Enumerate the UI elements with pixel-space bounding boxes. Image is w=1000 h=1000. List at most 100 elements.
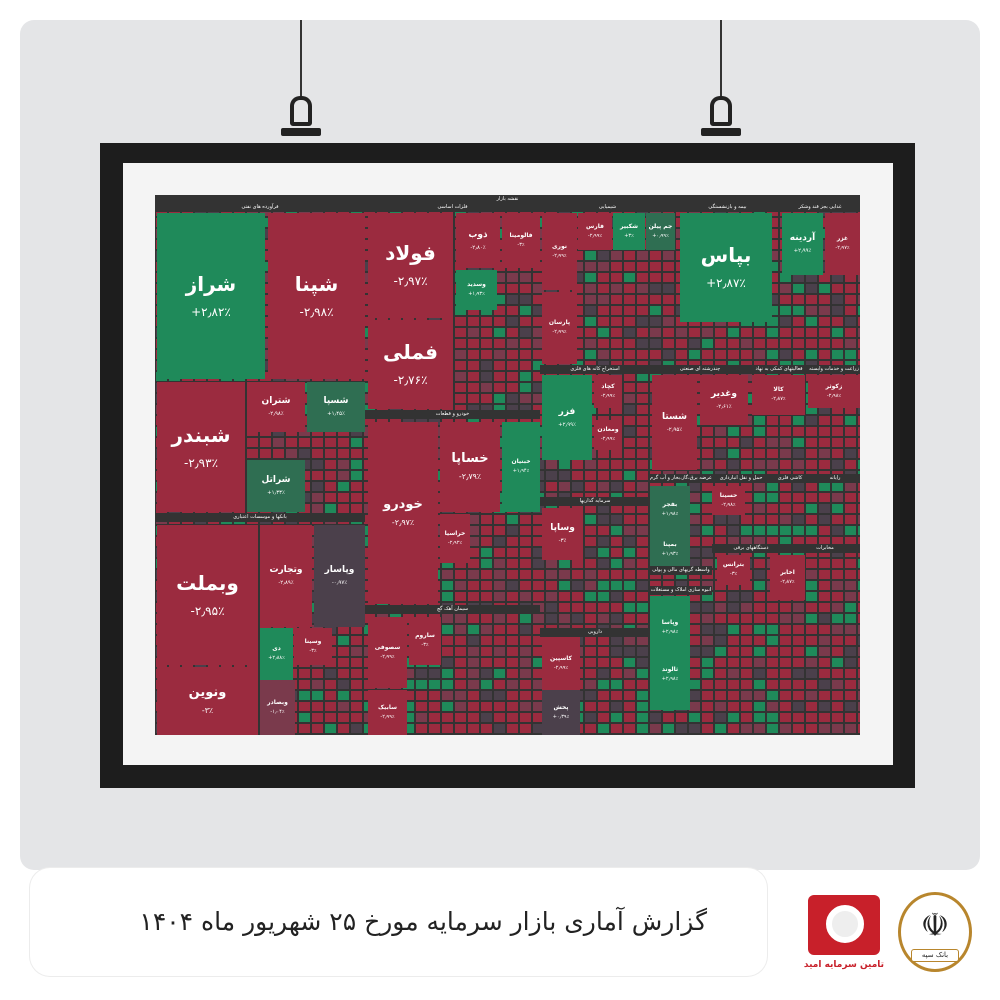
small-stock-tile[interactable]	[338, 636, 349, 645]
small-stock-tile[interactable]	[572, 240, 583, 249]
small-stock-tile[interactable]	[702, 449, 713, 458]
small-stock-tile[interactable]	[624, 669, 635, 678]
small-stock-tile[interactable]	[806, 295, 817, 304]
small-stock-tile[interactable]	[728, 713, 739, 722]
small-stock-tile[interactable]	[715, 460, 726, 469]
small-stock-tile[interactable]	[585, 273, 596, 282]
small-stock-tile[interactable]	[559, 570, 570, 579]
small-stock-tile[interactable]	[767, 427, 778, 436]
small-stock-tile[interactable]	[715, 438, 726, 447]
small-stock-tile[interactable]	[611, 680, 622, 689]
small-stock-tile[interactable]	[689, 537, 700, 546]
small-stock-tile[interactable]	[533, 339, 544, 348]
small-stock-tile[interactable]	[741, 339, 752, 348]
small-stock-tile[interactable]	[624, 482, 635, 491]
small-stock-tile[interactable]	[702, 691, 713, 700]
small-stock-tile[interactable]	[416, 691, 427, 700]
small-stock-tile[interactable]	[442, 614, 453, 623]
small-stock-tile[interactable]	[481, 317, 492, 326]
small-stock-tile[interactable]	[260, 350, 271, 359]
small-stock-tile[interactable]	[637, 317, 648, 326]
small-stock-tile[interactable]	[741, 460, 752, 469]
small-stock-tile[interactable]	[676, 713, 687, 722]
small-stock-tile[interactable]	[637, 713, 648, 722]
small-stock-tile[interactable]	[728, 339, 739, 348]
small-stock-tile[interactable]	[533, 416, 544, 425]
small-stock-tile[interactable]	[689, 339, 700, 348]
small-stock-tile[interactable]	[325, 438, 336, 447]
small-stock-tile[interactable]	[858, 559, 860, 568]
small-stock-tile[interactable]	[689, 493, 700, 502]
small-stock-tile[interactable]	[299, 449, 310, 458]
small-stock-tile[interactable]	[611, 526, 622, 535]
small-stock-tile[interactable]	[611, 592, 622, 601]
small-stock-tile[interactable]	[624, 460, 635, 469]
small-stock-tile[interactable]	[806, 537, 817, 546]
small-stock-tile[interactable]	[806, 273, 817, 282]
small-stock-tile[interactable]	[598, 251, 609, 260]
small-stock-tile[interactable]	[481, 581, 492, 590]
small-stock-tile[interactable]	[793, 669, 804, 678]
small-stock-tile[interactable]	[767, 713, 778, 722]
small-stock-tile[interactable]	[468, 515, 479, 524]
small-stock-tile[interactable]	[494, 702, 505, 711]
small-stock-tile[interactable]	[624, 581, 635, 590]
small-stock-tile[interactable]	[624, 680, 635, 689]
small-stock-tile[interactable]	[741, 438, 752, 447]
small-stock-tile[interactable]	[585, 262, 596, 271]
small-stock-tile[interactable]	[507, 548, 518, 557]
small-stock-tile[interactable]	[819, 438, 830, 447]
small-stock-tile[interactable]	[572, 339, 583, 348]
small-stock-tile[interactable]	[845, 625, 856, 634]
small-stock-tile[interactable]	[845, 636, 856, 645]
small-stock-tile[interactable]	[637, 515, 648, 524]
small-stock-tile[interactable]	[624, 372, 635, 381]
small-stock-tile[interactable]	[780, 647, 791, 656]
small-stock-tile[interactable]	[494, 405, 505, 414]
small-stock-tile[interactable]	[507, 372, 518, 381]
small-stock-tile[interactable]	[819, 581, 830, 590]
small-stock-tile[interactable]	[637, 372, 648, 381]
small-stock-tile[interactable]	[793, 658, 804, 667]
small-stock-tile[interactable]	[494, 636, 505, 645]
small-stock-tile[interactable]	[351, 482, 362, 491]
small-stock-tile[interactable]	[845, 328, 856, 337]
small-stock-tile[interactable]	[741, 614, 752, 623]
stock-tile[interactable]: فالومینا -۳٪	[502, 213, 540, 268]
small-stock-tile[interactable]	[819, 284, 830, 293]
small-stock-tile[interactable]	[325, 493, 336, 502]
small-stock-tile[interactable]	[767, 647, 778, 656]
small-stock-tile[interactable]	[507, 647, 518, 656]
small-stock-tile[interactable]	[481, 526, 492, 535]
stock-tile[interactable]: ثالوند +۲٫۹۸٪	[650, 640, 690, 710]
small-stock-tile[interactable]	[338, 702, 349, 711]
small-stock-tile[interactable]	[715, 680, 726, 689]
small-stock-tile[interactable]	[858, 493, 860, 502]
small-stock-tile[interactable]	[819, 625, 830, 634]
small-stock-tile[interactable]	[702, 548, 713, 557]
stock-tile[interactable]: جم پیلن +۰٫۹۹٪	[646, 213, 675, 250]
small-stock-tile[interactable]	[585, 603, 596, 612]
small-stock-tile[interactable]	[741, 702, 752, 711]
small-stock-tile[interactable]	[858, 438, 860, 447]
small-stock-tile[interactable]	[403, 724, 414, 733]
small-stock-tile[interactable]	[767, 724, 778, 733]
small-stock-tile[interactable]	[806, 405, 817, 414]
small-stock-tile[interactable]	[494, 713, 505, 722]
small-stock-tile[interactable]	[845, 449, 856, 458]
small-stock-tile[interactable]	[312, 691, 323, 700]
small-stock-tile[interactable]	[650, 339, 661, 348]
stock-tile[interactable]: کالا -۲٫۸۷٪	[752, 375, 805, 415]
small-stock-tile[interactable]	[403, 702, 414, 711]
small-stock-tile[interactable]	[637, 339, 648, 348]
small-stock-tile[interactable]	[663, 350, 674, 359]
small-stock-tile[interactable]	[598, 603, 609, 612]
small-stock-tile[interactable]	[507, 383, 518, 392]
small-stock-tile[interactable]	[624, 724, 635, 733]
small-stock-tile[interactable]	[715, 592, 726, 601]
small-stock-tile[interactable]	[819, 702, 830, 711]
small-stock-tile[interactable]	[832, 493, 843, 502]
small-stock-tile[interactable]	[832, 691, 843, 700]
small-stock-tile[interactable]	[650, 306, 661, 315]
small-stock-tile[interactable]	[793, 339, 804, 348]
